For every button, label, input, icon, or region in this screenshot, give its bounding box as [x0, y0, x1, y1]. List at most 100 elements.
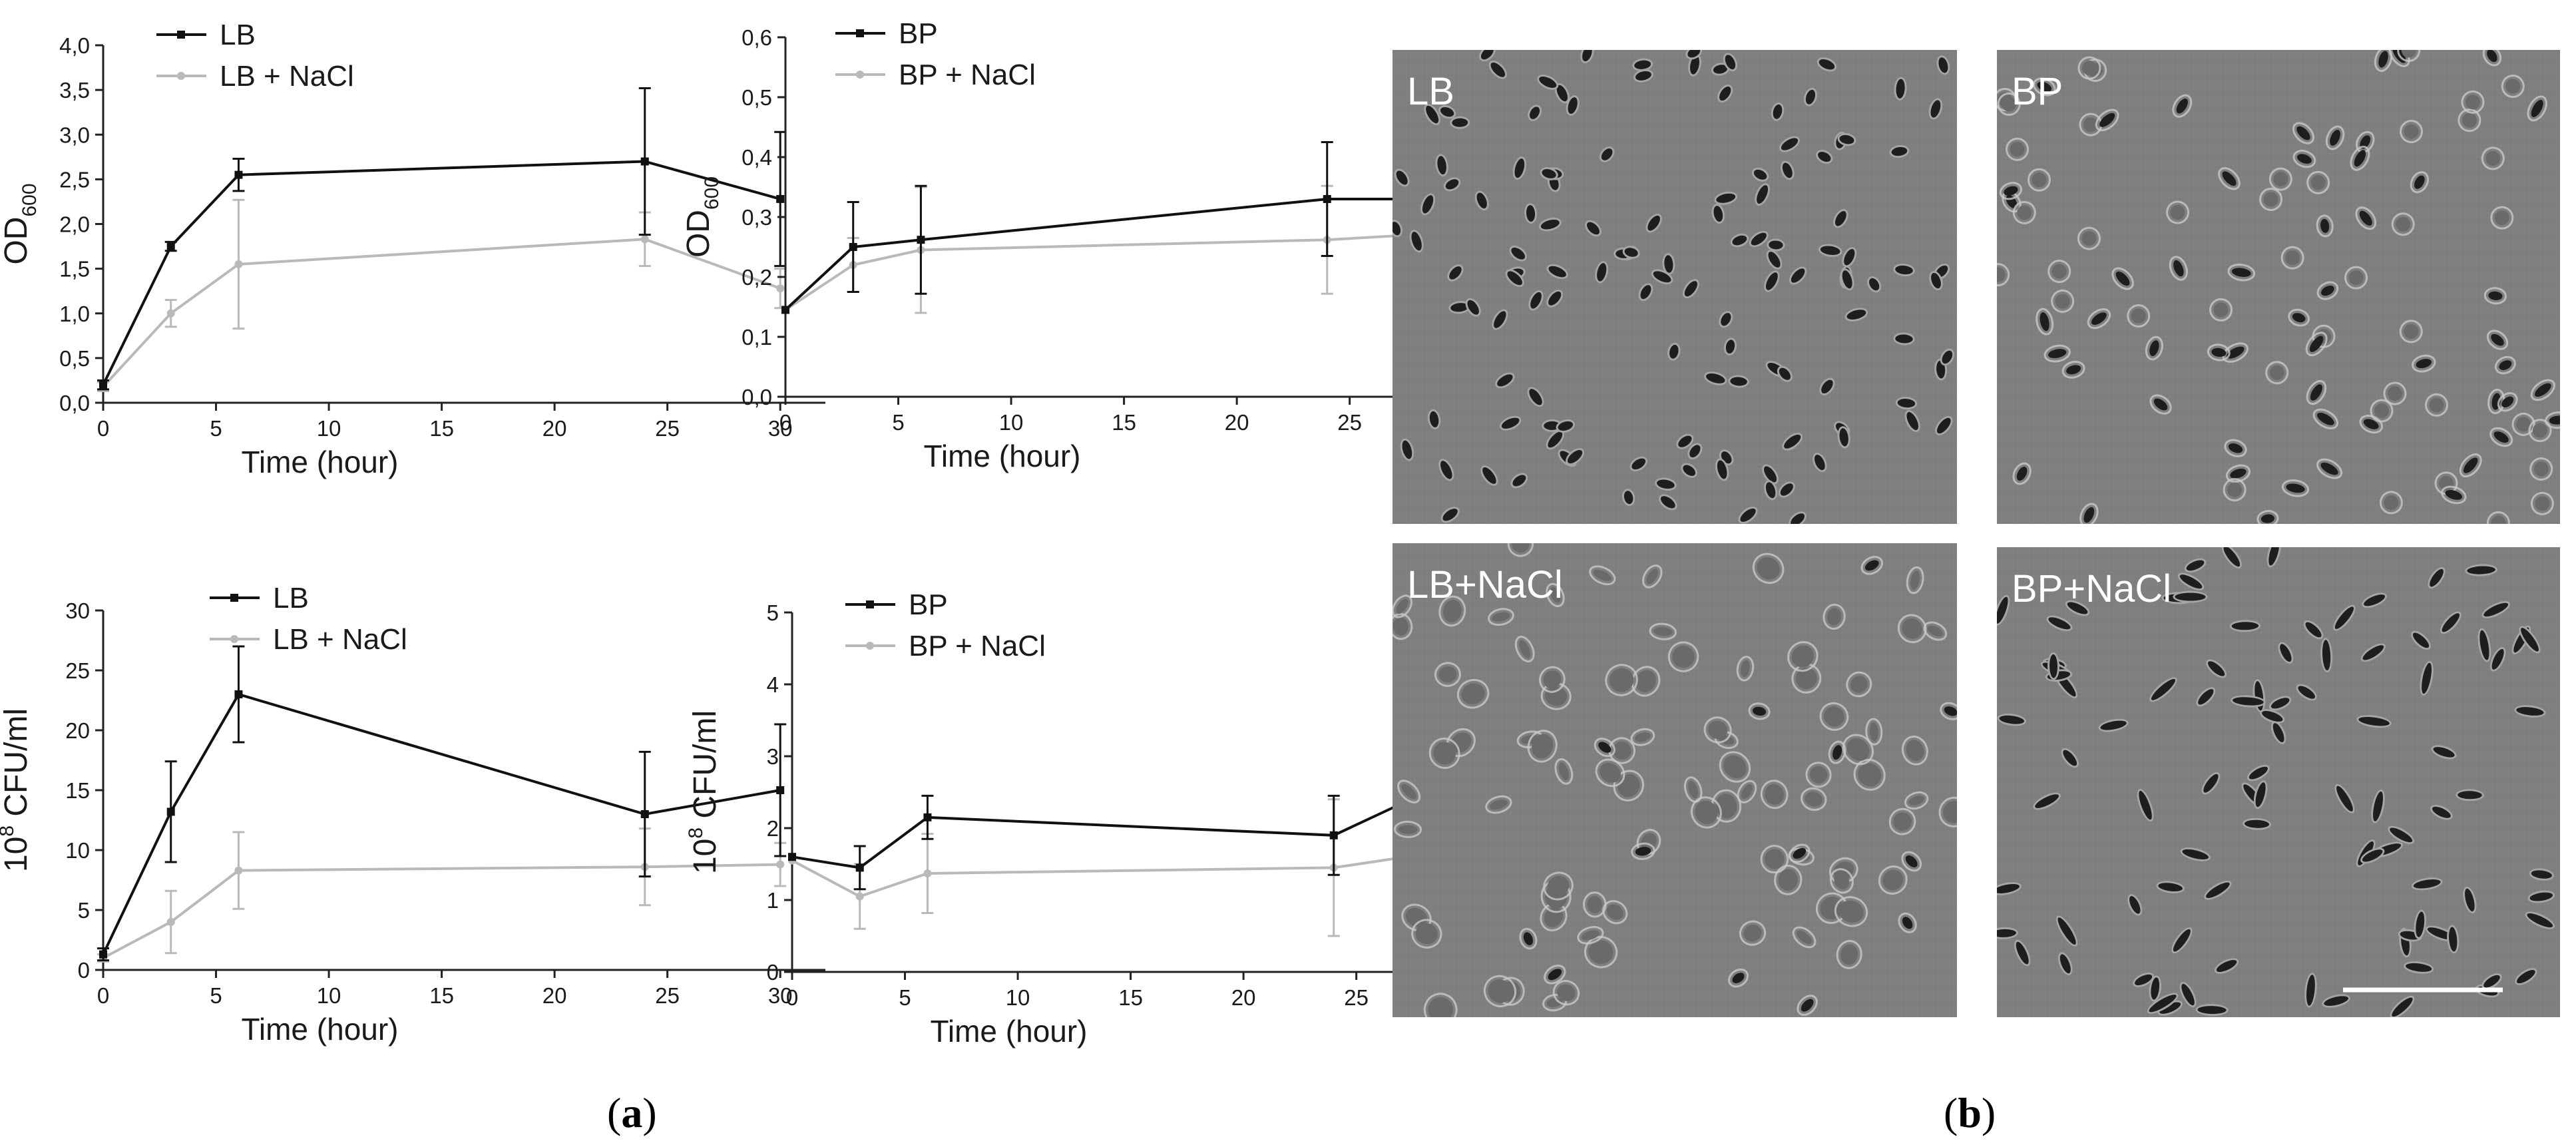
x-tick-label: 0 [779, 410, 791, 435]
y-tick-label: 0,3 [742, 205, 772, 230]
micrograph-lb: LB [1393, 50, 1957, 524]
cell-halo [1797, 995, 1818, 1017]
cell-body [1905, 855, 1918, 867]
cell [2278, 642, 2294, 664]
cell [1997, 927, 2018, 939]
cell [2166, 200, 2190, 224]
chart-1: 0,0 0,5 1,0 1,5 2,0 2,5 3,0 3,5 4,0 0 5 10 15 20 25 30 T… [0, 19, 825, 479]
series-2 [97, 198, 787, 393]
cell-halo [1898, 912, 1917, 933]
cell-halo [2489, 427, 2513, 447]
cell [2218, 167, 2241, 190]
cell-body [1713, 65, 1728, 74]
cell-body [1730, 377, 1747, 386]
cell [1595, 758, 1625, 788]
cell-body [1396, 170, 1408, 185]
cell-body [1488, 979, 1512, 1003]
cell-body [2493, 431, 2509, 443]
micrograph-label: LB+NaCl [1407, 563, 1563, 606]
cell-halo [2223, 478, 2247, 502]
cell-body [1437, 156, 1446, 175]
cell-halo [2036, 308, 2054, 336]
cell [1865, 718, 1883, 746]
micrograph-label: LB [1407, 70, 1454, 113]
cell-body [2131, 308, 2146, 324]
cell-halo [1554, 758, 1574, 785]
cell [1584, 936, 1618, 969]
cell-body [1757, 185, 1769, 204]
cell [1736, 656, 1755, 682]
cell [1450, 116, 1470, 129]
data-point [166, 309, 175, 318]
cell [2350, 145, 2370, 171]
cell-body [1398, 825, 1418, 834]
cell [1782, 433, 1803, 451]
cell-body [1442, 600, 1462, 622]
cell [2306, 170, 2330, 194]
cell-body [1669, 344, 1679, 359]
cell [1448, 301, 1471, 314]
cell-body [2358, 716, 2390, 726]
cell [1842, 734, 1874, 766]
cell [1465, 298, 1481, 317]
cell [1585, 220, 1602, 237]
cell [2061, 360, 2085, 379]
cell [2149, 394, 2172, 415]
cell-body [1780, 483, 1793, 496]
cell [1780, 160, 1795, 180]
cell [2280, 246, 2304, 270]
cell-body [1511, 247, 1526, 260]
series-2 [781, 180, 1469, 314]
cell-body [1568, 97, 1578, 114]
cell-body [1784, 434, 1801, 449]
cell-body [1930, 100, 1941, 118]
cell [2253, 780, 2268, 809]
panel-label-b: (b) [1944, 1089, 1996, 1136]
cell-body [2198, 689, 2214, 705]
cell-body [2179, 574, 2203, 589]
series-line [791, 846, 1470, 898]
cell-body [1401, 784, 1416, 800]
cell-body [2004, 186, 2018, 196]
cell-body [2535, 383, 2551, 397]
y-tick-label: 0,0 [59, 391, 90, 415]
cell-body [1548, 969, 1562, 981]
cell [2411, 630, 2431, 650]
cell-halo [1728, 968, 1749, 988]
x-tick-label: 20 [542, 416, 567, 441]
cell [2391, 212, 2415, 236]
cell-body [1556, 85, 1568, 102]
cell [2447, 925, 2460, 954]
x-tick-label: 10 [317, 416, 341, 441]
cell-halo [2490, 206, 2514, 230]
cell-body [2048, 349, 2067, 359]
cell-body [2310, 175, 2326, 190]
cell [2530, 379, 2555, 401]
cell-body [2336, 786, 2353, 811]
cell [1510, 473, 1528, 489]
cell-body [1588, 940, 1613, 964]
cell [2431, 745, 2457, 760]
cell-body [1396, 598, 1408, 614]
cell [2221, 547, 2242, 569]
cell [1894, 77, 1907, 101]
cell [1738, 507, 1758, 524]
cell [2047, 652, 2060, 680]
cell-body [1850, 676, 1868, 693]
cell-body [2416, 359, 2432, 369]
x-tick-label: 20 [542, 983, 567, 1008]
cell [2482, 50, 2502, 67]
cell [2465, 564, 2497, 576]
cell [2149, 677, 2177, 702]
cell-body [1740, 508, 1756, 522]
cell-body [2442, 613, 2460, 632]
y-tick-label: 4 [767, 672, 779, 697]
cell-halo [2012, 200, 2036, 224]
cell-halo [1423, 993, 1458, 1017]
cell [2137, 788, 2154, 822]
cell-body [1752, 706, 1767, 716]
cell-halo [1748, 702, 1771, 720]
cell [1751, 167, 1769, 182]
cell [2169, 256, 2188, 281]
data-point [166, 242, 175, 251]
